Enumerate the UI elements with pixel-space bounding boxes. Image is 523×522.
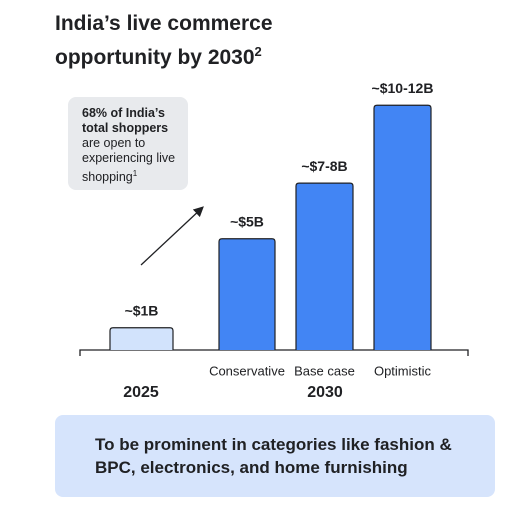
footer-box: To be prominent in categories like fashi… xyxy=(55,415,495,497)
x-tick-label: Conservative xyxy=(209,363,285,378)
value-label: ~$10-12B xyxy=(372,80,434,96)
bar xyxy=(295,182,354,350)
bar xyxy=(218,238,276,350)
group-label: 2030 xyxy=(307,384,343,401)
callout-bold: 68% of India’s total shoppers xyxy=(82,106,169,135)
value-label: ~$5B xyxy=(230,213,264,229)
footer-text: To be prominent in categories like fashi… xyxy=(95,435,452,477)
growth-arrow xyxy=(140,206,204,266)
x-tick-label: Optimistic xyxy=(374,363,432,378)
bar xyxy=(373,104,432,350)
value-label: ~$7-8B xyxy=(301,158,347,174)
group-label: 2025 xyxy=(123,384,159,401)
chart-title: India’s live commerce opportunity by 203… xyxy=(55,10,355,72)
title-text: India’s live commerce opportunity by 203… xyxy=(55,12,273,69)
x-tick-label: Base case xyxy=(294,363,355,378)
baseline xyxy=(79,349,469,356)
value-label: ~$1B xyxy=(125,302,159,318)
callout-note: 1 xyxy=(132,169,138,178)
bar xyxy=(109,327,174,350)
callout: 68% of India’s total shoppers are open t… xyxy=(68,97,188,190)
callout-text: are open to experiencing live shopping xyxy=(82,136,176,185)
title-note: 2 xyxy=(254,44,262,59)
